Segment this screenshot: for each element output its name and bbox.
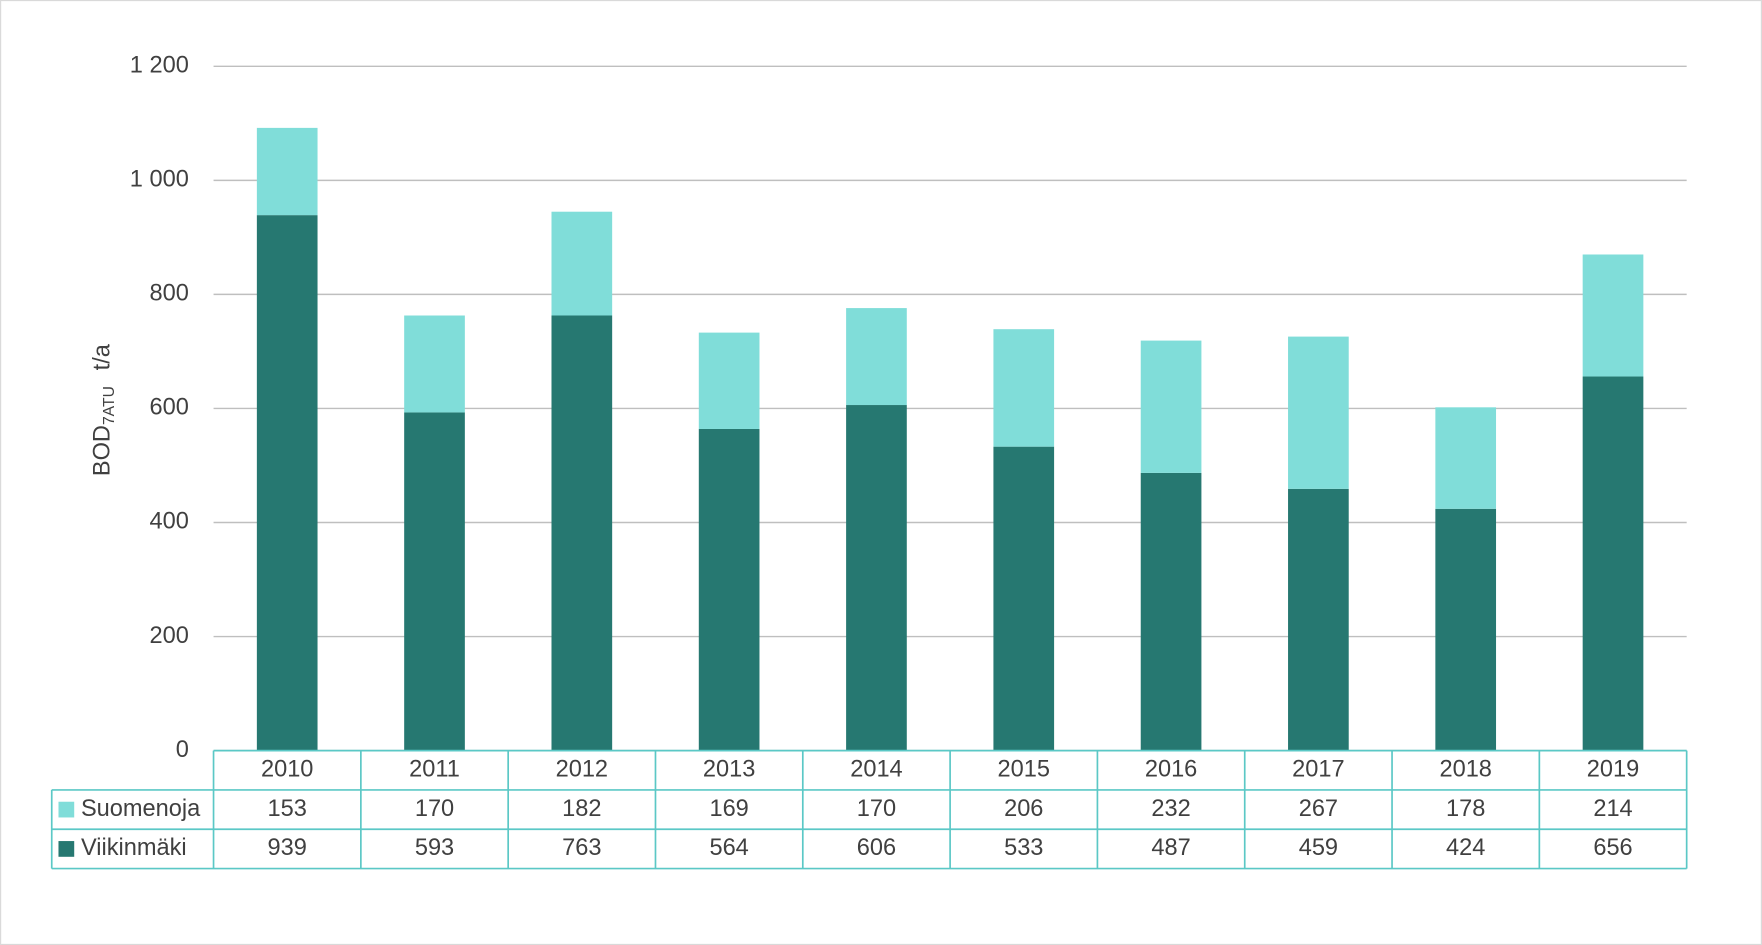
bar-segment xyxy=(1582,376,1644,751)
table-value: 232 xyxy=(1151,795,1190,821)
table-value: 170 xyxy=(857,795,896,821)
legend-key xyxy=(58,801,75,818)
x-tick-label: 2019 xyxy=(1587,756,1639,782)
bar-segment xyxy=(993,329,1055,447)
y-label-sub: 7ATU xyxy=(101,386,118,425)
bar-segment xyxy=(846,405,907,751)
bar-segment xyxy=(256,215,318,751)
y-tick-label: 0 xyxy=(176,736,189,762)
bar-segment xyxy=(1140,340,1202,473)
y-tick-label: 1 000 xyxy=(130,166,189,192)
x-tick-label: 2016 xyxy=(1145,756,1197,782)
y-tick-label: 1 200 xyxy=(130,52,189,78)
bar-segment xyxy=(404,412,465,751)
table-value: 206 xyxy=(1004,795,1043,821)
bar-segment xyxy=(404,315,465,413)
table-value: 214 xyxy=(1593,795,1632,821)
bar-segment xyxy=(1288,336,1349,489)
bar-segment xyxy=(1288,488,1349,751)
bar-segment xyxy=(846,308,907,406)
bar-segment xyxy=(1435,508,1497,751)
x-tick-label: 2013 xyxy=(703,756,755,782)
x-tick-label: 2011 xyxy=(409,756,460,782)
x-tick-label: 2010 xyxy=(261,756,313,782)
x-tick-label: 2014 xyxy=(850,756,902,782)
table-value: 169 xyxy=(709,795,748,821)
table-value: 656 xyxy=(1593,834,1632,860)
table-value: 267 xyxy=(1299,795,1338,821)
y-label-unit: t/a xyxy=(89,343,115,370)
x-tick-label: 2012 xyxy=(556,756,608,782)
table-value: 153 xyxy=(268,795,307,821)
bar-segment xyxy=(551,211,613,316)
legend-label: Suomenoja xyxy=(81,795,201,821)
table-value: 170 xyxy=(415,795,454,821)
legend-label: Viikinmäki xyxy=(81,834,187,860)
bar-segment xyxy=(698,428,760,751)
table-value: 763 xyxy=(562,834,601,860)
table-value: 182 xyxy=(562,795,601,821)
table-value: 424 xyxy=(1446,834,1485,860)
y-label-main: BOD xyxy=(89,425,115,476)
bar-segment xyxy=(1140,472,1202,751)
table-value: 939 xyxy=(268,834,307,860)
bar-segment xyxy=(256,127,318,216)
x-tick-label: 2017 xyxy=(1292,756,1344,782)
bar-segment xyxy=(1582,254,1644,377)
x-tick-label: 2015 xyxy=(998,756,1050,782)
x-tick-label: 2018 xyxy=(1439,756,1491,782)
table-value: 459 xyxy=(1299,834,1338,860)
bar-segment xyxy=(698,332,760,429)
y-tick-label: 800 xyxy=(149,280,188,306)
table-value: 487 xyxy=(1151,834,1190,860)
bar-segment xyxy=(551,315,613,751)
y-tick-label: 400 xyxy=(149,508,188,534)
y-tick-label: 200 xyxy=(149,622,188,648)
y-axis-label-text: BOD7ATU t/a xyxy=(89,343,119,476)
y-tick-label: 600 xyxy=(149,394,188,420)
table-value: 606 xyxy=(857,834,896,860)
table-value: 533 xyxy=(1004,834,1043,860)
bar-segment xyxy=(993,446,1055,751)
table-value: 593 xyxy=(415,834,454,860)
table-value: 178 xyxy=(1446,795,1485,821)
y-axis-label: BOD7ATU t/a xyxy=(89,343,119,476)
bar-segment xyxy=(1435,407,1497,509)
legend-key xyxy=(58,841,75,857)
table-value: 564 xyxy=(709,834,748,860)
